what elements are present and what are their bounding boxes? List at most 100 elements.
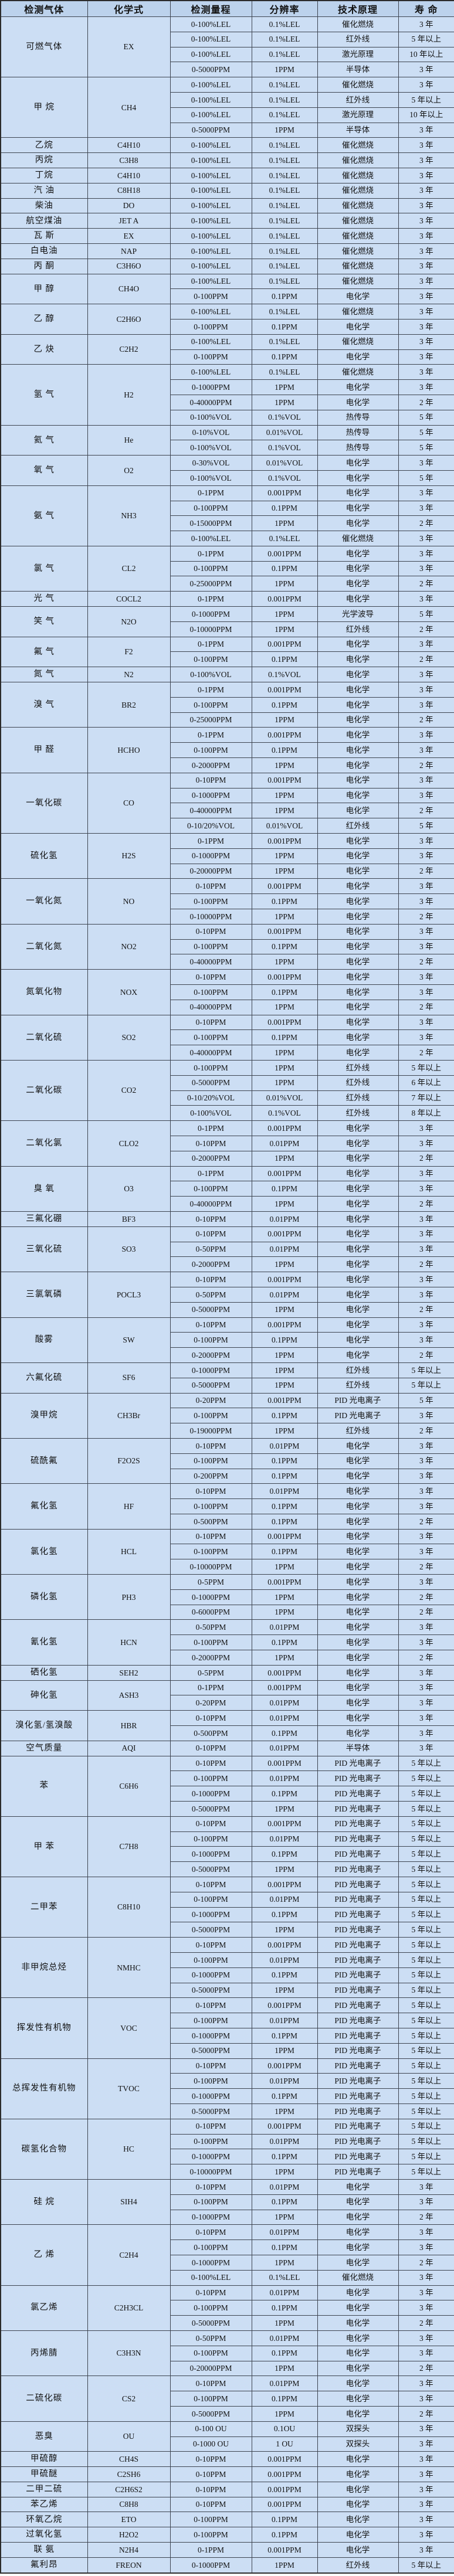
resolution-cell: 1 OU bbox=[251, 2436, 318, 2452]
principle-cell: 催化燃烧 bbox=[317, 273, 399, 290]
lifespan-cell: 3 年 bbox=[398, 1544, 454, 1560]
table-row: 硒化氢 SEH2 0-5PPM 0.001PPM 电化学 3 年 bbox=[0, 1664, 454, 1681]
range-cell: 0-10PPM bbox=[170, 1755, 252, 1772]
lifespan-cell: 3 年 bbox=[398, 591, 454, 607]
gas-name-cell: 甲 醇 bbox=[0, 273, 88, 305]
range-cell: 0-10PPM bbox=[170, 2496, 252, 2513]
lifespan-cell: 3 年 bbox=[398, 1453, 454, 1469]
resolution-cell: 0.01PPM bbox=[251, 1286, 318, 1303]
gas-name-cell: 一氧化氮 bbox=[0, 878, 88, 925]
table-row: 0-10/20%VOL 0.01%VOL 红外线 7 年以上 bbox=[1, 1090, 454, 1106]
range-cell: 0-100%LEL bbox=[170, 243, 252, 259]
resolution-cell: 0.001PPM bbox=[251, 1937, 318, 1953]
resolution-cell: 0.1PPM bbox=[251, 2088, 318, 2104]
resolution-cell: 0.01PPM bbox=[251, 1437, 318, 1454]
principle-cell: 电化学 bbox=[317, 2405, 399, 2422]
lifespan-cell: 8 年以上 bbox=[398, 1105, 454, 1122]
formula-cell: C2H6S2 bbox=[87, 2481, 171, 2497]
table-row: 恶臭 OU 0-100 OU 0.1OU 双探头 3 年 bbox=[0, 2421, 454, 2452]
formula-cell: C8H8 bbox=[87, 2496, 171, 2513]
principle-cell: 催化燃烧 bbox=[317, 531, 399, 546]
lifespan-cell: 3 年 bbox=[398, 2285, 454, 2301]
range-cell: 0-10PPM bbox=[170, 923, 252, 940]
resolution-cell: 1PPM bbox=[251, 2254, 318, 2271]
formula-cell: HF bbox=[87, 1483, 171, 1530]
column-header-3: 分辨率 bbox=[251, 0, 318, 17]
lifespan-cell: 5 年以上 bbox=[398, 1770, 454, 1787]
table-row: 甲 苯 C7H8 0-10PPM 0.001PPM PID 光电离子 5 年以上 bbox=[0, 1816, 454, 1878]
lifespan-cell: 5 年以上 bbox=[398, 2073, 454, 2089]
range-cell: 0-10PPM bbox=[170, 1710, 252, 1727]
table-row: 瓦 斯 EX 0-100%LEL 0.1%LEL 催化燃烧 3 年 bbox=[0, 228, 454, 244]
range-cell: 0-100%VOL bbox=[170, 409, 252, 426]
gas-name-cell: 非甲烷总烃 bbox=[0, 1937, 88, 1999]
formula-cell: COCL2 bbox=[87, 591, 171, 607]
table-row: 总挥发性有机物 TVOC 0-10PPM 0.001PPM PID 光电离子 5 年以上 bbox=[0, 2058, 454, 2119]
principle-cell: 电化学 bbox=[317, 712, 399, 728]
range-cell: 0-100%LEL bbox=[170, 137, 252, 154]
gas-name-cell: 柴油 bbox=[0, 198, 88, 214]
principle-cell: PID 光电离子 bbox=[317, 1922, 399, 1938]
range-cell: 0-5000PPM bbox=[170, 1075, 252, 1091]
principle-cell: 电化学 bbox=[317, 1453, 399, 1469]
resolution-cell: 0.1%LEL bbox=[251, 31, 318, 47]
principle-cell: 电化学 bbox=[317, 2345, 399, 2361]
resolution-cell: 1PPM bbox=[251, 2164, 318, 2180]
principle-cell: 电化学 bbox=[317, 1135, 399, 1151]
table-row: 0-100PPM 0.01PPM PID 光电离子 5 年以上 bbox=[1, 2073, 454, 2089]
gas-name-cell: 氯乙烯 bbox=[0, 2285, 88, 2331]
range-cell: 0-1000PPM bbox=[170, 1967, 252, 1983]
resolution-cell: 1PPM bbox=[251, 1362, 318, 1378]
resolution-cell: 1PPM bbox=[251, 1423, 318, 1439]
table-row: 氢 气 H2 0-100%LEL 0.1%LEL 催化燃烧 3 年 bbox=[0, 364, 454, 426]
range-cell: 0-25000PPM bbox=[170, 712, 252, 728]
resolution-cell: 0.1PPM bbox=[251, 1498, 318, 1514]
formula-cell: He bbox=[87, 424, 171, 456]
range-cell: 0-5000PPM bbox=[170, 2043, 252, 2059]
lifespan-cell: 3 年 bbox=[398, 893, 454, 910]
principle-cell: 红外线 bbox=[317, 1105, 399, 1122]
table-row: 氯 气 CL2 0-1PPM 0.001PPM 电化学 3 年 bbox=[0, 545, 454, 592]
principle-cell: PID 光电离子 bbox=[317, 1861, 399, 1878]
principle-cell: 红外线 bbox=[317, 1362, 399, 1378]
lifespan-cell: 6 年以上 bbox=[398, 1075, 454, 1091]
range-cell: 0-100%LEL bbox=[170, 107, 252, 123]
principle-cell: 激光原理 bbox=[317, 107, 399, 123]
resolution-cell: 0.01PPM bbox=[251, 1710, 318, 1727]
gas-name-cell: 空气质量 bbox=[0, 1740, 88, 1756]
principle-cell: 电化学 bbox=[317, 2300, 399, 2316]
range-cell: 0-10PPM bbox=[170, 1437, 252, 1454]
table-row: 0-100PPM 0.01PPM PID 光电离子 5 年以上 bbox=[1, 2133, 454, 2150]
resolution-cell: 0.001PPM bbox=[251, 1120, 318, 1136]
range-cell: 0-100%LEL bbox=[170, 77, 252, 93]
table-row: 乙 醇 C2H6O 0-100%LEL 0.1%LEL 催化燃烧 3 年 bbox=[0, 304, 454, 335]
principle-cell: 电化学 bbox=[317, 1286, 399, 1303]
resolution-cell: 0.1PPM bbox=[251, 1967, 318, 1983]
resolution-cell: 0.01PPM bbox=[251, 1891, 318, 1908]
lifespan-cell: 10 年以上 bbox=[398, 107, 454, 123]
table-row: 0-100%VOL 0.1%VOL 热传导 5 年 bbox=[1, 440, 454, 456]
gas-name-cell: 二氧化氯 bbox=[0, 1120, 88, 1167]
lifespan-cell: 3 年 bbox=[398, 2345, 454, 2361]
table-row: 氯化氢 HCL 0-10PPM 0.001PPM 电化学 3 年 bbox=[0, 1528, 454, 1575]
lifespan-cell: 3 年 bbox=[398, 1165, 454, 1182]
resolution-cell: 0.01PPM bbox=[251, 2224, 318, 2241]
range-cell: 0-40000PPM bbox=[170, 394, 252, 410]
resolution-cell: 0.001PPM bbox=[251, 1317, 318, 1333]
resolution-cell: 1PPM bbox=[251, 712, 318, 728]
principle-cell: 催化燃烧 bbox=[317, 228, 399, 244]
formula-cell: ETO bbox=[87, 2512, 171, 2528]
table-row: 二氧化硫 SO2 0-10PPM 0.001PPM 电化学 3 年 bbox=[0, 1014, 454, 1061]
formula-cell: SIH4 bbox=[87, 2179, 171, 2225]
principle-cell: 电化学 bbox=[317, 1680, 399, 1696]
principle-cell: 电化学 bbox=[317, 1256, 399, 1273]
table-row: 二氧化氯 CLO2 0-1PPM 0.001PPM 电化学 3 年 bbox=[0, 1120, 454, 1167]
principle-cell: 催化燃烧 bbox=[317, 258, 399, 274]
resolution-cell: 0.1PPM bbox=[251, 2391, 318, 2407]
range-cell: 0-500PPM bbox=[170, 1725, 252, 1741]
lifespan-cell: 2 年 bbox=[398, 651, 454, 668]
range-cell: 0-100%LEL bbox=[170, 228, 252, 244]
table-row: 三氟化硼 BF3 0-10PPM 0.01PPM 电化学 3 年 bbox=[0, 1211, 454, 1227]
range-cell: 0-1000PPM bbox=[170, 848, 252, 864]
principle-cell: 红外线 bbox=[317, 1377, 399, 1394]
